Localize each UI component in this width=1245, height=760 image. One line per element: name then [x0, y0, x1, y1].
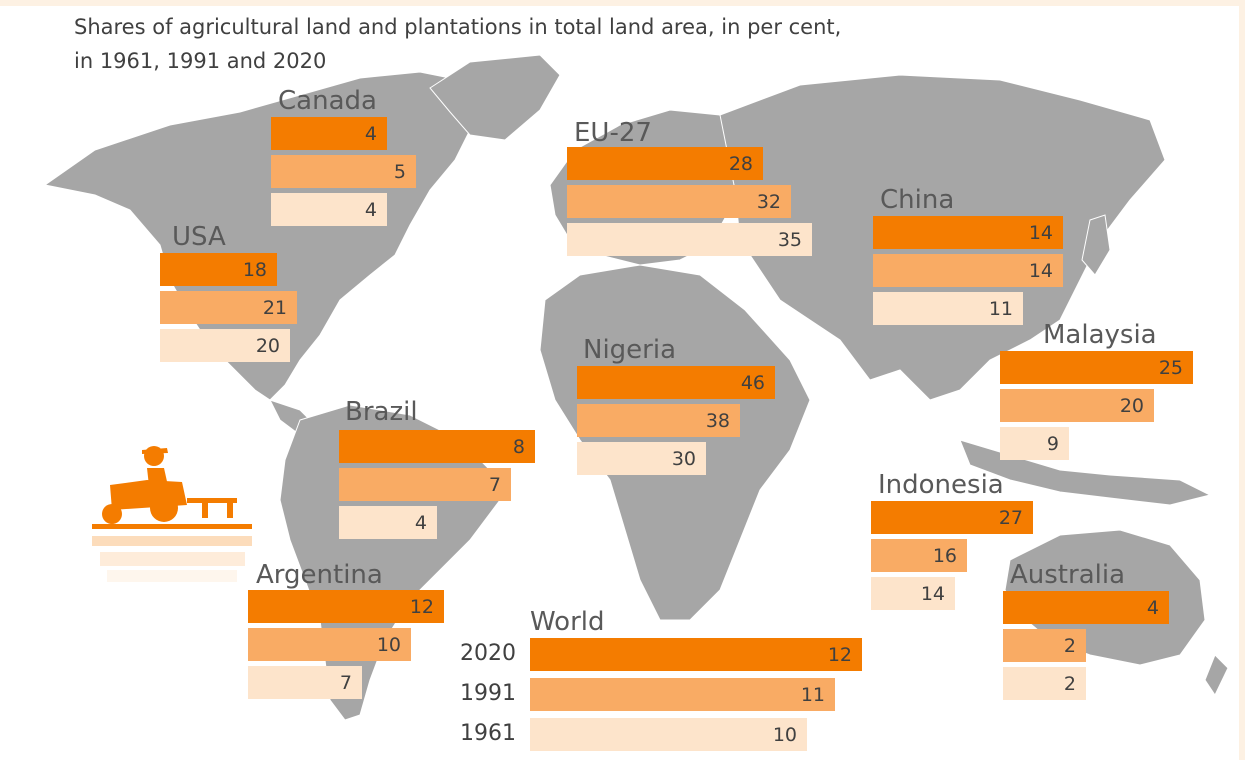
title-line-1: Shares of agricultural land and plantati…: [74, 15, 842, 39]
bar-value-label: 7: [339, 671, 352, 694]
bar-eu-27-2020: 28: [567, 147, 763, 180]
bar-value-label: 4: [414, 511, 427, 534]
bar-value-label: 10: [772, 723, 797, 746]
bar-value-label: 14: [1028, 221, 1053, 244]
group-label-usa: USA: [172, 222, 226, 252]
bar-value-label: 10: [376, 633, 401, 656]
bar-australia-2020: 4: [1003, 591, 1169, 624]
year-label-1961: 1961: [460, 721, 516, 746]
bar-value-label: 35: [777, 228, 802, 251]
bar-world-2020: 12: [530, 638, 862, 671]
new-zealand-shape: [1204, 654, 1229, 697]
bar-canada-1961: 4: [271, 193, 387, 226]
tractor-icon: [92, 446, 252, 582]
bar-nigeria-1961: 30: [577, 442, 706, 475]
bar-brazil-2020: 8: [339, 430, 535, 463]
bar-eu-27-1991: 32: [567, 185, 791, 218]
group-label-eu-27: EU-27: [574, 118, 652, 148]
bar-value-label: 9: [1046, 432, 1059, 455]
bar-value-label: 27: [998, 506, 1023, 529]
bar-china-1961: 11: [873, 292, 1023, 325]
bar-value-label: 46: [740, 371, 765, 394]
bar-eu-27-1961: 35: [567, 223, 812, 256]
bar-malaysia-1991: 20: [1000, 389, 1154, 422]
bar-value-label: 7: [488, 473, 501, 496]
bar-value-label: 18: [242, 258, 267, 281]
group-label-indonesia: Indonesia: [878, 470, 1004, 500]
right-border: [1239, 0, 1245, 760]
bar-value-label: 2: [1063, 672, 1076, 695]
bar-value-label: 20: [255, 334, 280, 357]
japan-shape: [1081, 214, 1111, 276]
group-label-nigeria: Nigeria: [583, 335, 677, 365]
bar-argentina-1991: 10: [248, 628, 411, 661]
bar-brazil-1991: 7: [339, 468, 511, 501]
bar-value-label: 25: [1158, 356, 1183, 379]
bar-value-label: 14: [1028, 259, 1053, 282]
bar-australia-1961: 2: [1003, 667, 1086, 700]
top-border: [0, 0, 1245, 6]
bar-value-label: 20: [1119, 394, 1144, 417]
bar-argentina-2020: 12: [248, 590, 444, 623]
bar-value-label: 4: [364, 122, 377, 145]
bar-world-1961: 10: [530, 718, 807, 751]
bar-value-label: 16: [932, 544, 957, 567]
bar-value-label: 11: [988, 297, 1013, 320]
bar-argentina-1961: 7: [248, 666, 362, 699]
group-label-australia: Australia: [1010, 560, 1126, 590]
indonesia-shape: [959, 439, 1212, 506]
bar-canada-2020: 4: [271, 117, 387, 150]
bar-value-label: 38: [705, 409, 730, 432]
bar-china-1991: 14: [873, 254, 1063, 287]
group-label-world: World: [530, 607, 605, 637]
bar-indonesia-2020: 27: [871, 501, 1033, 534]
bar-usa-1961: 20: [160, 329, 290, 362]
bar-value-label: 2: [1063, 634, 1076, 657]
bar-malaysia-1961: 9: [1000, 427, 1069, 460]
bar-indonesia-1991: 16: [871, 539, 967, 572]
year-label-2020: 2020: [460, 641, 516, 666]
group-label-argentina: Argentina: [256, 560, 383, 590]
bar-world-1991: 11: [530, 678, 835, 711]
group-label-china: China: [880, 185, 955, 215]
group-label-canada: Canada: [278, 86, 377, 116]
bar-value-label: 4: [1146, 596, 1159, 619]
bar-value-label: 8: [512, 435, 525, 458]
bar-value-label: 12: [827, 643, 852, 666]
bar-value-label: 14: [920, 582, 945, 605]
bar-value-label: 11: [800, 683, 825, 706]
bar-value-label: 12: [409, 595, 434, 618]
bar-brazil-1961: 4: [339, 506, 437, 539]
bar-nigeria-1991: 38: [577, 404, 740, 437]
bar-usa-2020: 18: [160, 253, 277, 286]
bar-usa-1991: 21: [160, 291, 297, 324]
bar-australia-1991: 2: [1003, 629, 1086, 662]
bar-value-label: 21: [262, 296, 287, 319]
group-label-malaysia: Malaysia: [1043, 320, 1157, 350]
bar-china-2020: 14: [873, 216, 1063, 249]
year-label-1991: 1991: [460, 681, 516, 706]
bar-value-label: 5: [393, 160, 406, 183]
bar-canada-1991: 5: [271, 155, 416, 188]
bar-indonesia-1961: 14: [871, 577, 955, 610]
greenland-shape: [429, 54, 561, 141]
title-line-2: in 1961, 1991 and 2020: [74, 49, 327, 73]
group-label-brazil: Brazil: [345, 397, 418, 427]
bar-nigeria-2020: 46: [577, 366, 775, 399]
chart-title: Shares of agricultural land and plantati…: [74, 10, 974, 78]
bar-value-label: 30: [671, 447, 696, 470]
bar-value-label: 32: [756, 190, 781, 213]
bar-value-label: 28: [728, 152, 753, 175]
bar-malaysia-2020: 25: [1000, 351, 1193, 384]
bar-value-label: 4: [364, 198, 377, 221]
